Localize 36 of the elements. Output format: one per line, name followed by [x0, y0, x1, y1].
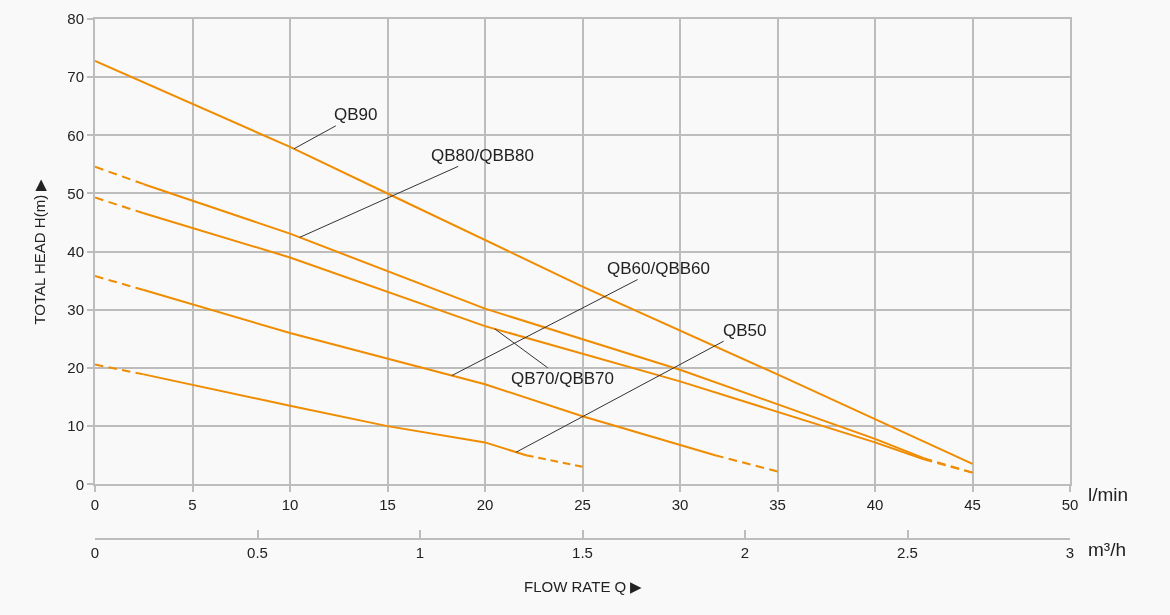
- text: l/min: [1088, 484, 1129, 505]
- y-tick-label: 10: [67, 417, 84, 435]
- y-tick-label: 0: [75, 475, 84, 493]
- y-tick-label: 70: [67, 68, 84, 86]
- series-label: QB70/QBB70: [511, 369, 615, 388]
- text: QB60/QBB60: [607, 259, 711, 278]
- x-tick-label: 40: [866, 496, 884, 514]
- text: m³/h: [1088, 539, 1126, 560]
- x2-tick-label: 0: [90, 544, 100, 562]
- x-tick-label: 25: [574, 496, 591, 514]
- y-tick-label: 60: [67, 126, 84, 144]
- x2-tick-label: 1: [415, 544, 425, 562]
- x2-tick-label: 2: [740, 544, 750, 562]
- x2-tick-label: 3: [1065, 544, 1075, 562]
- y-tick-label: 30: [67, 301, 84, 319]
- x-tick-label: 30: [671, 496, 689, 514]
- text: QB50: [723, 321, 767, 340]
- text: QB80/QBB80: [431, 146, 535, 165]
- x-tick-label: 10: [281, 496, 299, 514]
- x2-tick-label: 0.5: [247, 544, 268, 562]
- x2-tick-label: 2.5: [897, 544, 918, 562]
- x2-tick-label: 1.5: [572, 544, 593, 562]
- x-tick-label: 0: [90, 496, 100, 514]
- y-tick-label: 50: [67, 184, 84, 202]
- x-tick-label: 50: [1061, 496, 1079, 514]
- y-tick-label: 20: [67, 359, 84, 377]
- text: QB90: [334, 105, 378, 124]
- x-tick-label: 15: [379, 496, 396, 514]
- x-tick-label: 35: [769, 496, 786, 514]
- y-tick-label: 80: [67, 10, 84, 28]
- y-tick-label: 40: [67, 242, 84, 260]
- x-tick-label: 45: [964, 496, 981, 514]
- y-axis-title: TOTAL HEAD H(m) ▶: [31, 178, 49, 325]
- x-tick-label: 20: [476, 496, 494, 514]
- x-tick-label: 5: [188, 496, 197, 514]
- x-axis-title: FLOW RATE Q ▶: [524, 578, 643, 595]
